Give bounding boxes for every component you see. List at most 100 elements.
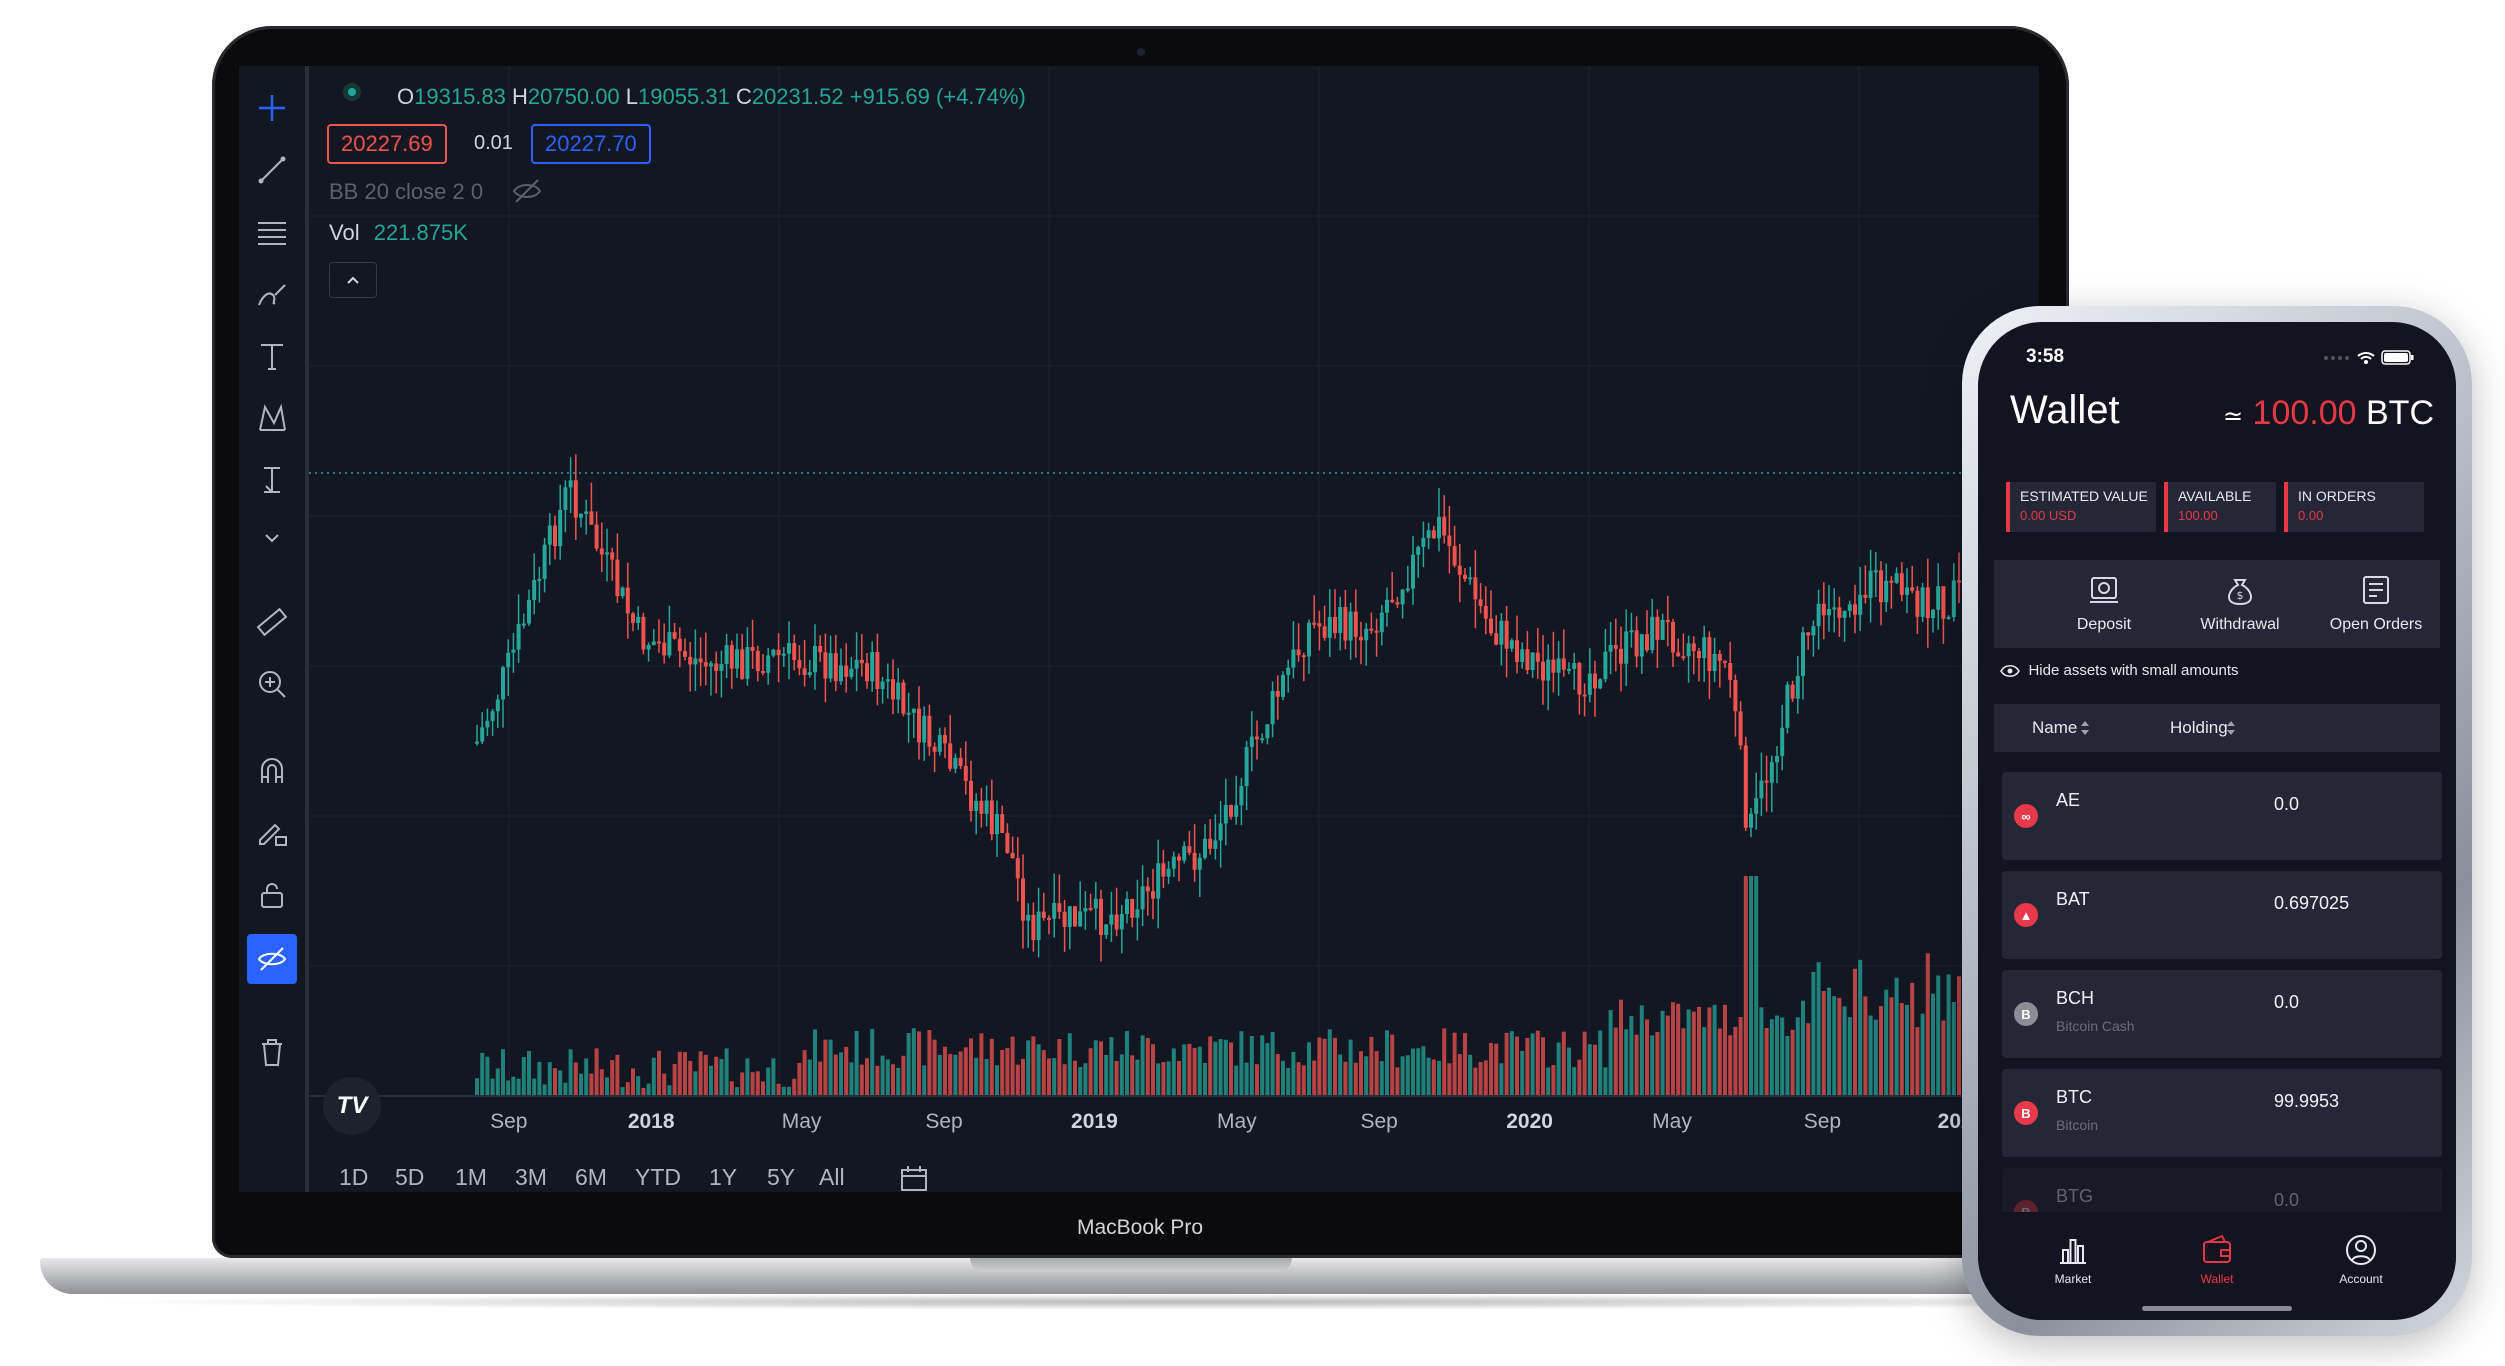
candle-body [646, 645, 651, 650]
zoom-in-icon[interactable] [252, 664, 292, 704]
tradingview-logo[interactable]: TV [323, 1077, 381, 1135]
buy-price-button[interactable]: 20227.70 [531, 124, 651, 164]
candle-body [1509, 640, 1514, 649]
volume-bar [1551, 1065, 1556, 1096]
volume-bar [1140, 1035, 1145, 1096]
crosshair-icon[interactable] [252, 88, 292, 128]
volume-bar [1171, 1048, 1176, 1096]
volume-bar [948, 1053, 953, 1096]
candle-body [797, 659, 802, 669]
nav-account[interactable]: Account [2306, 1232, 2416, 1286]
hide-small-assets-toggle[interactable]: Hide assets with small amounts [2000, 662, 2239, 680]
volume-bar [1197, 1046, 1202, 1096]
withdrawal-button[interactable]: $ Withdrawal [2170, 572, 2310, 634]
volume-bar [1275, 1053, 1280, 1096]
timeframe-button-5d[interactable]: 5D [395, 1164, 425, 1190]
actions-bar [1994, 560, 2440, 648]
volume-bar [709, 1065, 713, 1096]
candle-body [672, 632, 677, 639]
candle-body [1322, 626, 1327, 638]
pattern-icon[interactable] [252, 398, 292, 438]
calendar-icon[interactable] [899, 1164, 929, 1192]
asset-row[interactable]: ∞ AE 0.0 [2002, 772, 2442, 860]
volume-bar [1291, 1051, 1296, 1096]
measure-icon[interactable] [252, 460, 292, 500]
timeframe-button-5y[interactable]: 5Y [767, 1164, 796, 1190]
candle-body [1603, 651, 1608, 680]
sort-icon[interactable] [2226, 719, 2236, 737]
high-value: 20750.00 [527, 84, 620, 109]
timeframe-button-1m[interactable]: 1M [455, 1164, 487, 1190]
volume-bar [740, 1072, 745, 1096]
open-orders-button[interactable]: Open Orders [2306, 572, 2446, 634]
volume-bar [953, 1054, 958, 1096]
candle-body [1395, 602, 1400, 605]
magnet-icon[interactable] [252, 750, 292, 790]
timeframe-button-3m[interactable]: 3M [515, 1164, 547, 1190]
lock-drawing-icon[interactable] [252, 812, 292, 852]
timeframe-button-1d[interactable]: 1D [339, 1164, 369, 1190]
volume-bar [1281, 1060, 1285, 1096]
volume-bar [683, 1052, 687, 1096]
asset-row[interactable]: ▲ BAT 0.697025 [2002, 871, 2442, 959]
eye-off-icon[interactable] [511, 176, 543, 211]
volume-bar [501, 1049, 505, 1096]
volume-bar [553, 1068, 557, 1096]
card-title: ESTIMATED VALUE [2020, 488, 2148, 504]
collapse-legend-button[interactable] [329, 262, 377, 298]
volume-bar [870, 1028, 875, 1096]
drawing-toolbar [239, 66, 309, 1192]
volume-bar [1327, 1029, 1332, 1096]
volume-bar [1390, 1034, 1395, 1096]
sort-icon[interactable] [2080, 719, 2090, 737]
candle-body [943, 735, 947, 744]
hide-drawings-icon[interactable] [247, 934, 297, 984]
volume-bar [1416, 1048, 1421, 1096]
timeframe-button-ytd[interactable]: YTD [635, 1164, 681, 1190]
trash-icon[interactable] [252, 1032, 292, 1072]
candle-body [688, 656, 693, 665]
sell-price-button[interactable]: 20227.69 [327, 124, 447, 164]
bottom-nav [1978, 1212, 2456, 1320]
volume-bar [605, 1077, 609, 1096]
volume-bar [932, 1039, 937, 1096]
candle-body [1296, 649, 1301, 656]
nav-market[interactable]: Market [2018, 1232, 2128, 1286]
candle-body [911, 708, 916, 713]
volume-bar [1478, 1062, 1483, 1096]
volume-bar [844, 1046, 849, 1096]
fib-retracement-icon[interactable] [252, 212, 292, 252]
candle-body [511, 649, 516, 653]
asset-holding: 99.9953 [2274, 1091, 2340, 1111]
chevron-down-icon[interactable] [252, 518, 292, 558]
bollinger-indicator-label[interactable]: BB 20 close 2 0 [329, 179, 484, 204]
unlock-icon[interactable] [252, 874, 292, 914]
ruler-icon[interactable] [252, 602, 292, 642]
candle-body [854, 659, 859, 669]
volume-bar [1619, 999, 1623, 1096]
timeframe-button-all[interactable]: All [819, 1164, 845, 1190]
trend-line-icon[interactable] [252, 150, 292, 190]
volume-bar [917, 1031, 921, 1096]
volume-bar [1473, 1067, 1478, 1096]
deposit-button[interactable]: Deposit [2034, 572, 2174, 634]
asset-row[interactable]: B BTC Bitcoin 99.9953 [2002, 1069, 2442, 1157]
asset-row[interactable]: B BCH Bitcoin Cash 0.0 [2002, 970, 2442, 1058]
brush-icon[interactable] [252, 274, 292, 314]
card-value: 0.00 USD [2020, 508, 2077, 523]
timeframe-button-1y[interactable]: 1Y [709, 1164, 738, 1190]
candle-body [729, 645, 734, 669]
candle-body [1249, 736, 1254, 748]
name-column-header[interactable]: Name [2032, 718, 2078, 737]
volume-bar [1421, 1046, 1426, 1096]
candlestick-chart[interactable] [309, 66, 2039, 1136]
volume-bar [1099, 1041, 1103, 1096]
candle-body [995, 814, 999, 835]
holding-column-header[interactable]: Holding [2170, 718, 2228, 737]
volume-bar [1021, 1058, 1025, 1096]
nav-wallet[interactable]: Wallet [2162, 1232, 2272, 1286]
timeframe-button-6m[interactable]: 6M [575, 1164, 607, 1190]
volume-bar [1026, 1040, 1031, 1096]
text-icon[interactable] [252, 336, 292, 376]
candle-body [1957, 580, 1961, 583]
